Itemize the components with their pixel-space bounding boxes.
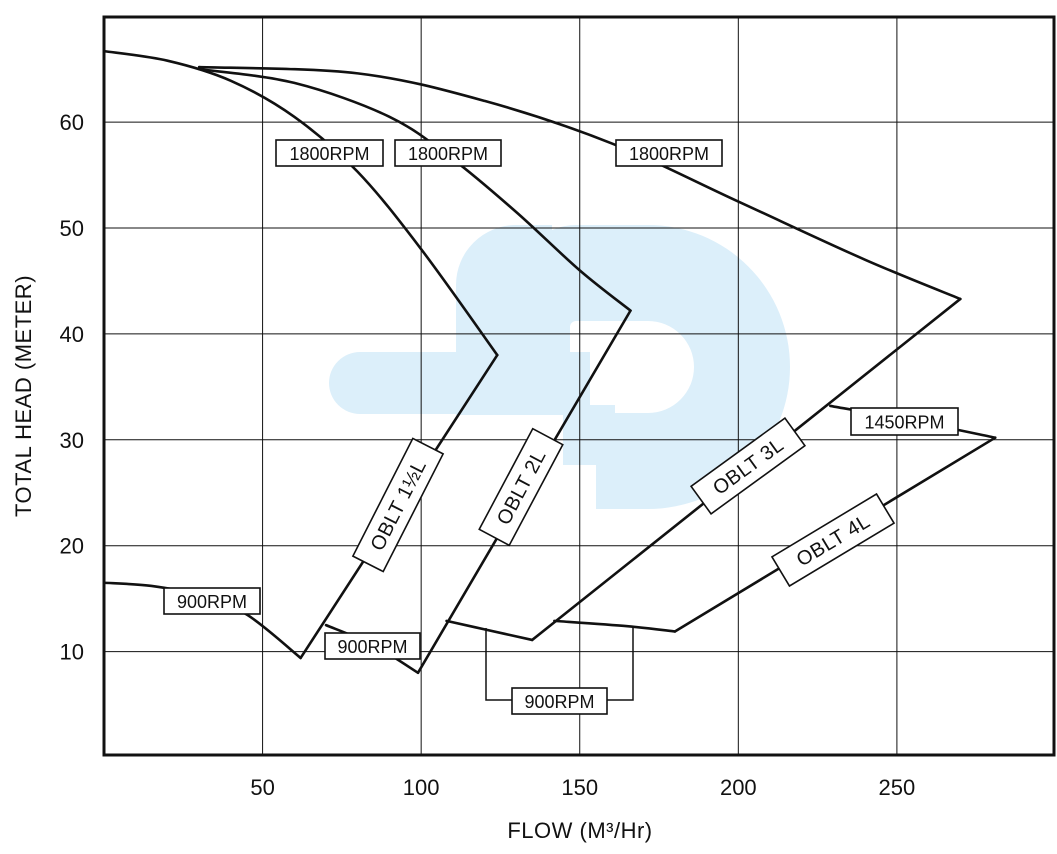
rpm-label-900-b: 900RPM bbox=[324, 632, 421, 660]
x-axis-title: FLOW (M³/Hr) bbox=[507, 818, 652, 843]
x-tick-label: 200 bbox=[720, 775, 757, 800]
y-tick-label: 30 bbox=[60, 428, 84, 453]
svg-text:900RPM: 900RPM bbox=[177, 592, 247, 612]
y-tick-label: 40 bbox=[60, 322, 84, 347]
y-tick-label: 60 bbox=[60, 110, 84, 135]
rpm-900-bracket bbox=[485, 626, 634, 701]
model-label-oblt-4l: OBLT 4L bbox=[770, 492, 896, 588]
svg-text:1450RPM: 1450RPM bbox=[864, 413, 944, 433]
rpm-label-1800-b: 1800RPM bbox=[394, 139, 502, 167]
y-tick-label: 10 bbox=[60, 640, 84, 665]
watermark-logo bbox=[329, 225, 790, 509]
svg-text:900RPM: 900RPM bbox=[524, 692, 594, 712]
plot-frame bbox=[102, 15, 1056, 757]
curve-1800rpm-oblt-3l bbox=[197, 65, 962, 301]
x-tick-labels: 50 100 150 200 250 bbox=[250, 775, 915, 800]
model-label-oblt-2l: OBLT 2L bbox=[478, 427, 564, 547]
x-tick-label: 50 bbox=[250, 775, 274, 800]
svg-text:900RPM: 900RPM bbox=[337, 637, 407, 657]
x-tick-label: 250 bbox=[879, 775, 916, 800]
svg-text:1800RPM: 1800RPM bbox=[408, 144, 488, 164]
curve-1800rpm-oblt-1-l bbox=[102, 49, 499, 357]
rpm-label-1800-a: 1800RPM bbox=[275, 139, 384, 167]
grid-lines bbox=[104, 17, 1054, 755]
rpm-label-900-c: 900RPM bbox=[511, 687, 608, 715]
rpm-label-900-a: 900RPM bbox=[163, 587, 261, 615]
svg-text:1800RPM: 1800RPM bbox=[289, 144, 369, 164]
x-tick-label: 100 bbox=[403, 775, 440, 800]
y-tick-labels: 10 20 30 40 50 60 bbox=[60, 110, 84, 665]
curve-900rpm-oblt-4l bbox=[553, 619, 677, 633]
x-tick-label: 150 bbox=[561, 775, 598, 800]
curve-900rpm-oblt-3l bbox=[445, 619, 534, 642]
y-axis-title: TOTAL HEAD (METER) bbox=[11, 275, 36, 517]
rpm-label-1450: 1450RPM bbox=[850, 407, 959, 436]
y-tick-label: 20 bbox=[60, 534, 84, 559]
model-label-oblt-1-5l: OBLT 1½L bbox=[351, 437, 445, 573]
svg-text:1800RPM: 1800RPM bbox=[629, 144, 709, 164]
rpm-label-1800-c: 1800RPM bbox=[615, 139, 723, 167]
y-tick-label: 50 bbox=[60, 216, 84, 241]
